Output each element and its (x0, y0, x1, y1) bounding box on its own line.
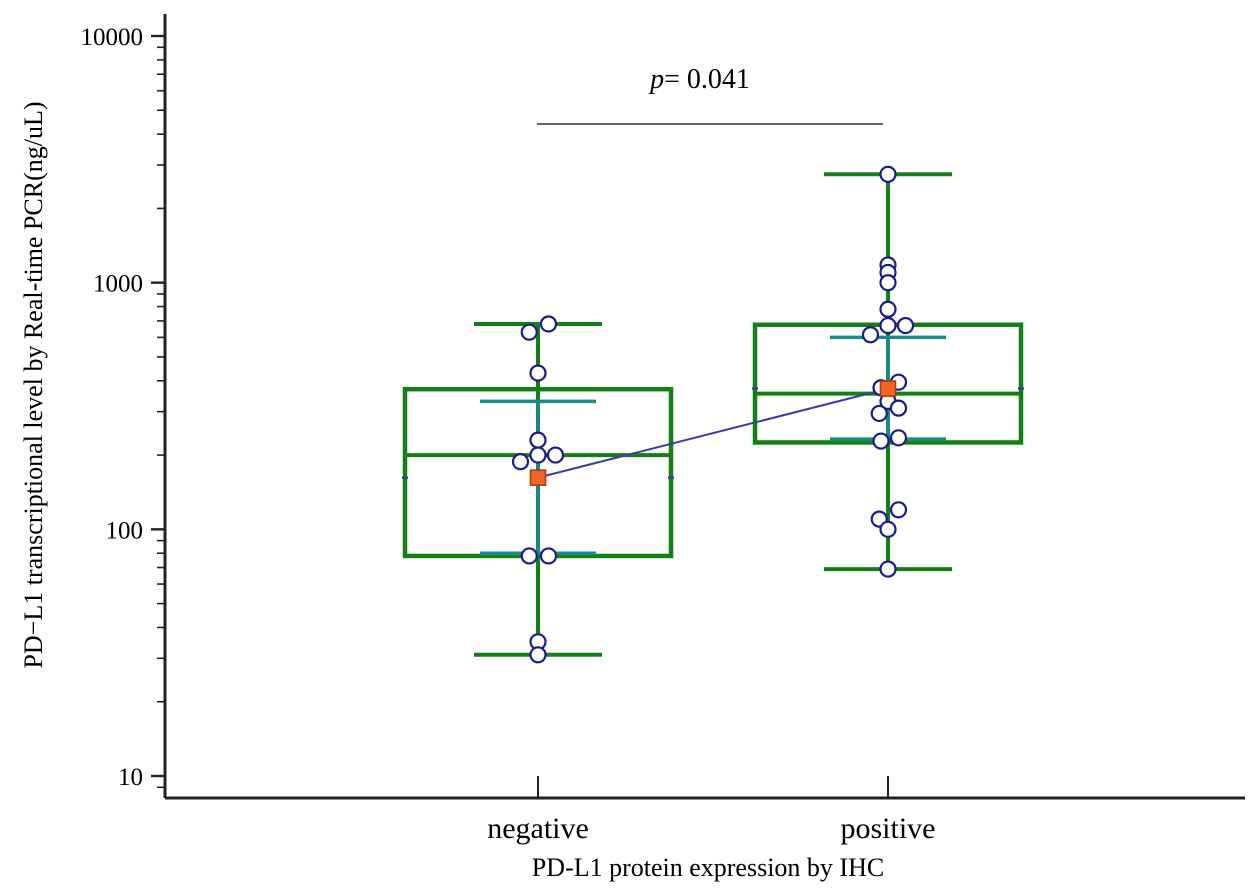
y-tick-label: 10 (118, 764, 143, 791)
mean-marker (529, 469, 547, 486)
data-point (889, 429, 908, 447)
data-point (879, 165, 897, 183)
y-tick-label: 100 (106, 517, 144, 544)
data-point (896, 316, 915, 335)
points-positive (861, 165, 915, 578)
axes: 10 100 1000 10000 negative positive (81, 14, 1245, 845)
data-point (872, 432, 890, 450)
data-point (529, 646, 547, 664)
p-value: = 0.041 (664, 64, 750, 95)
data-point (879, 274, 897, 292)
data-point (861, 326, 880, 344)
x-tick-label: positive (841, 812, 936, 845)
plot-marks (402, 165, 1024, 664)
data-point (520, 547, 538, 565)
p-value-label: p= 0.041 (648, 64, 750, 95)
box (402, 386, 674, 559)
data-point (539, 315, 558, 333)
data-point (511, 453, 530, 471)
y-axis-title: PD−L1 transcriptional level by Real-time… (19, 101, 48, 668)
data-point (879, 316, 897, 335)
data-point (879, 560, 897, 578)
data-point (546, 446, 565, 464)
data-point (529, 431, 547, 449)
data-point (539, 547, 558, 565)
group-positive (752, 172, 1024, 572)
data-point (889, 399, 908, 417)
data-point (879, 520, 897, 538)
x-tick-label: negative (487, 812, 589, 845)
data-point (529, 364, 547, 382)
x-axis-title: PD-L1 protein expression by IHC (532, 853, 884, 882)
annotation: p= 0.041 (537, 64, 883, 125)
points-negative (511, 315, 565, 664)
p-symbol: p (648, 64, 664, 95)
y-tick-label: 10000 (81, 24, 144, 51)
data-point (520, 323, 538, 341)
data-point (879, 300, 897, 318)
y-tick-label: 1000 (93, 271, 143, 298)
mean-connector-line (537, 387, 889, 479)
data-point (529, 446, 547, 464)
mean-marker (879, 380, 897, 397)
data-point (870, 404, 888, 423)
data-point (889, 501, 908, 519)
